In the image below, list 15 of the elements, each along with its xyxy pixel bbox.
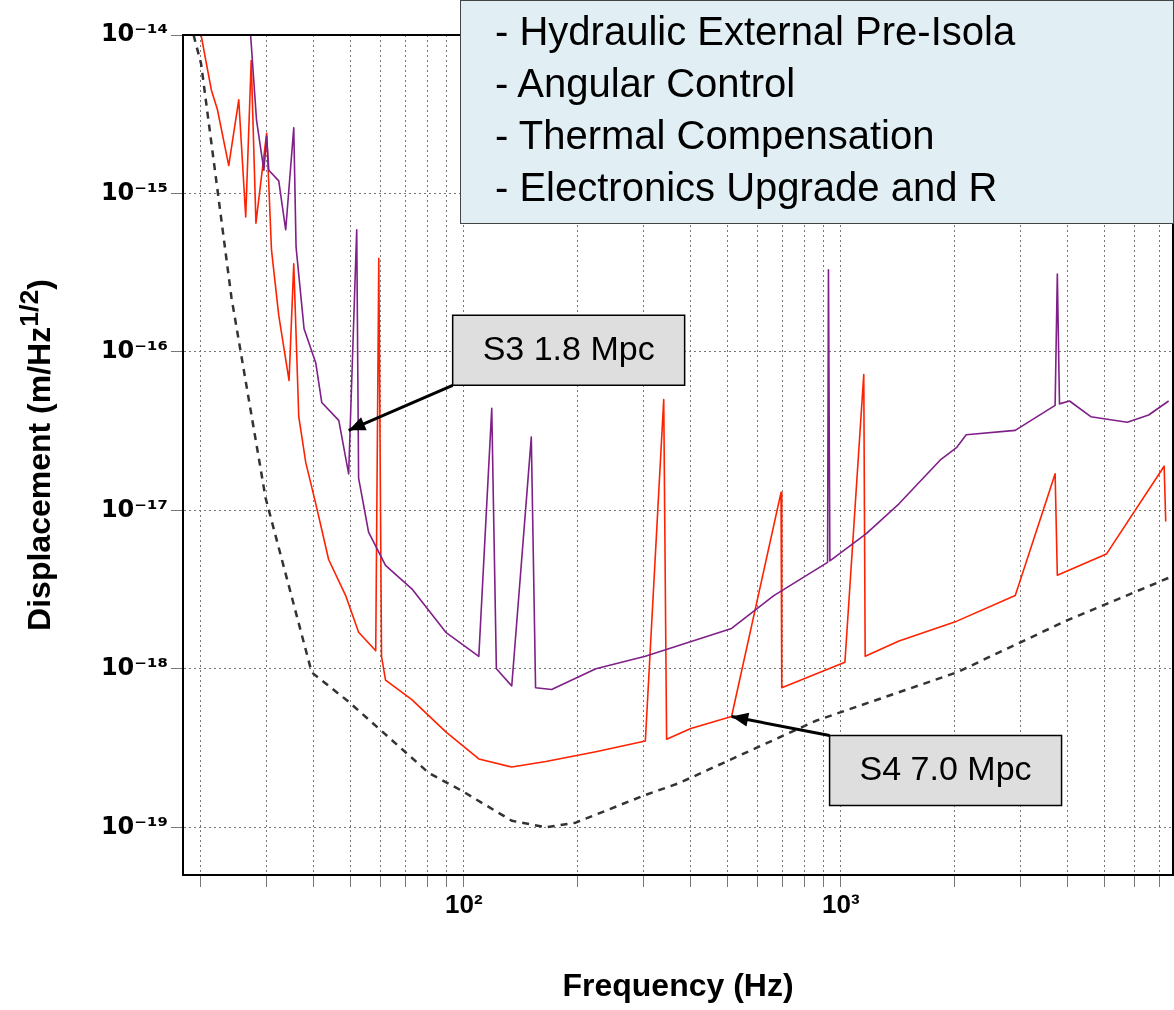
x-tick-label: 10³ (822, 888, 861, 919)
y-tick-label: 10⁻¹⁵ (100, 177, 168, 206)
annotation: - Thermal Compensation (495, 112, 936, 159)
x-axis-title: Frequency (Hz) (562, 966, 794, 1003)
annotation: - Hydraulic External Pre-Isola (495, 8, 1017, 55)
x-tick-label: 10² (445, 888, 483, 919)
annotation: - Electronics Upgrade and R (495, 164, 999, 211)
annotation: S4 7.0 Mpc (859, 748, 1032, 787)
y-tick-label: 10⁻¹⁹ (100, 811, 168, 840)
y-tick-label: 10⁻¹⁶ (100, 336, 168, 365)
y-tick-label: 10⁻¹⁴ (100, 19, 168, 48)
y-tick-label: 10⁻¹⁷ (100, 494, 168, 523)
y-tick-label: 10⁻¹⁸ (100, 653, 168, 682)
annotation: S3 1.8 Mpc (482, 328, 655, 367)
annotation: - Angular Control (495, 60, 797, 107)
